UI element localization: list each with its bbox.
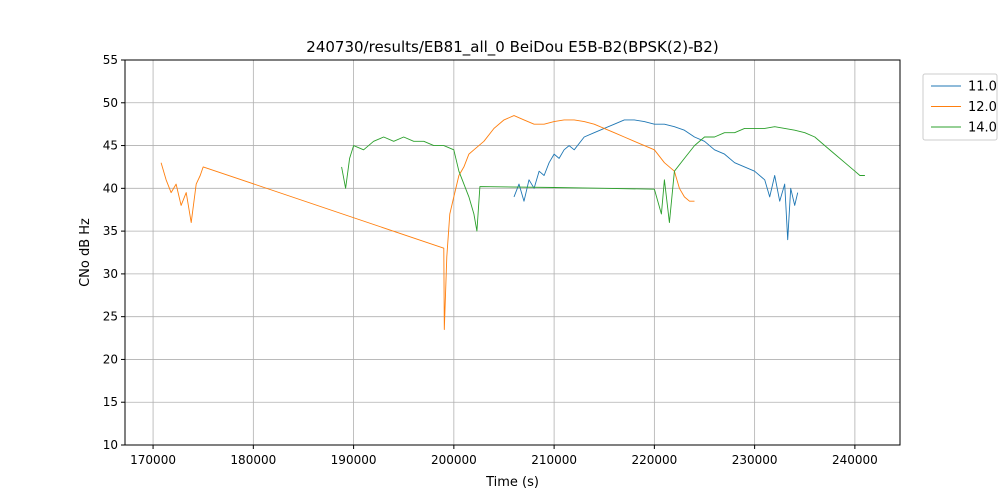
y-tick-label: 35 [103,224,118,238]
series-layer [160,115,865,330]
y-tick-label: 20 [103,352,118,366]
series-line-12-0 [160,115,695,330]
ticks-layer: 170000 180000 190000 200000 210000 220000 2300… [103,53,878,467]
y-tick-label: 30 [103,267,118,281]
x-tick-label: 210000 [531,453,577,467]
y-tick-label: 45 [103,139,118,153]
x-tick-label: 180000 [230,453,276,467]
legend-label: 12.0 [968,100,997,115]
y-tick-label: 10 [103,438,118,452]
y-tick-label: 25 [103,310,118,324]
x-tick-label: 200000 [431,453,477,467]
x-axis-label: Time (s) [485,475,539,490]
y-tick-label: 50 [103,96,118,110]
y-tick-label: 15 [103,395,118,409]
y-axis-label: CNo dB Hz [78,218,93,287]
plot-frame [124,59,901,446]
series-line-14-0 [341,126,865,232]
x-tick-label: 170000 [130,453,176,467]
y-tick-label: 55 [103,53,118,67]
chart-title: 240730/results/EB81_all_0 BeiDou E5B-B2(… [306,38,718,57]
y-tick-label: 40 [103,181,118,195]
legend-label: 11.0 [968,80,997,95]
legend-label: 14.0 [968,121,997,136]
legend: 11.0 12.0 14.0 [922,73,998,141]
x-tick-label: 240000 [832,453,878,467]
x-tick-label: 190000 [331,453,377,467]
series-line-11-0 [513,119,799,241]
x-tick-label: 220000 [631,453,677,467]
x-tick-label: 230000 [732,453,778,467]
